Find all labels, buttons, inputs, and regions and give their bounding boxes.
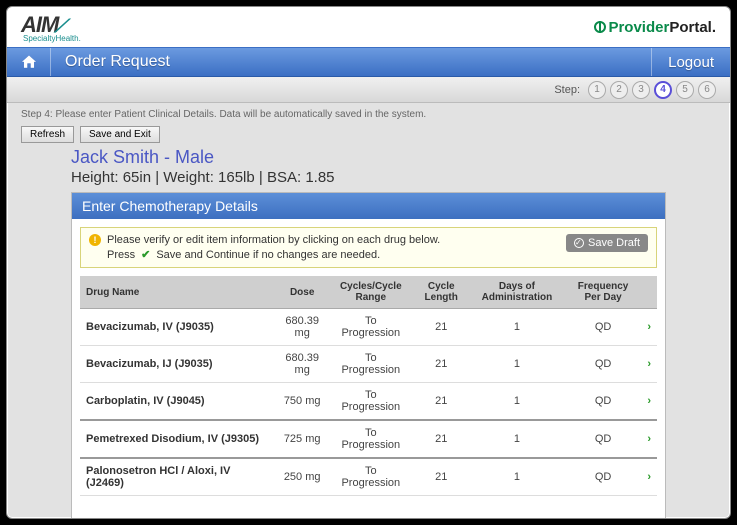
aim-logo-text: AIM	[21, 12, 58, 37]
step-indicator: Step: 123456	[7, 77, 730, 103]
cell-cycles: To Progression	[328, 346, 413, 383]
col-header: Days of Administration	[469, 276, 565, 309]
panel-title: Enter Chemotherapy Details	[72, 193, 665, 219]
col-header: Cycle Length	[413, 276, 469, 309]
patient-name: Jack Smith - Male	[71, 147, 716, 168]
cell-freq: QD	[565, 383, 641, 421]
patient-summary: Jack Smith - Male Height: 65in | Weight:…	[71, 147, 716, 186]
step-circle-2[interactable]: 2	[610, 81, 628, 99]
home-button[interactable]	[7, 48, 51, 76]
cell-dose: 750 mg	[276, 383, 328, 421]
table-row[interactable]: Carboplatin, IV (J9045)750 mgTo Progress…	[80, 383, 657, 421]
cell-len: 21	[413, 420, 469, 458]
expand-row-icon[interactable]: ›	[647, 433, 651, 445]
cell-freq: QD	[565, 309, 641, 346]
expand-row-icon[interactable]: ›	[647, 321, 651, 333]
instruction-text: Step 4: Please enter Patient Clinical De…	[21, 109, 716, 120]
logout-link[interactable]: Logout	[651, 48, 730, 76]
table-row[interactable]: Bevacizumab, IJ (J9035)680.39 mgTo Progr…	[80, 346, 657, 383]
cell-len: 21	[413, 383, 469, 421]
content-area: Step 4: Please enter Patient Clinical De…	[7, 103, 730, 519]
info-line-2-prefix: Press	[107, 249, 135, 261]
save-exit-button[interactable]: Save and Exit	[80, 126, 160, 143]
page-title: Order Request	[51, 53, 651, 71]
globe-icon	[594, 21, 606, 33]
expand-row-icon[interactable]: ›	[647, 358, 651, 370]
cell-name: Carboplatin, IV (J9045)	[80, 383, 276, 421]
cell-name: Bevacizumab, IJ (J9035)	[80, 346, 276, 383]
table-row[interactable]: Palonosetron HCl / Aloxi, IV (J2469)250 …	[80, 458, 657, 496]
cell-cycles: To Progression	[328, 383, 413, 421]
cell-days: 1	[469, 383, 565, 421]
cell-cycles: To Progression	[328, 420, 413, 458]
chemo-panel: Enter Chemotherapy Details ! Please veri…	[71, 192, 666, 519]
table-row[interactable]: Bevacizumab, IV (J9035)680.39 mgTo Progr…	[80, 309, 657, 346]
step-label: Step:	[554, 84, 580, 96]
save-draft-icon	[574, 238, 584, 248]
cell-dose: 250 mg	[276, 458, 328, 496]
aim-logo-sub: SpecialtyHealth.	[23, 34, 81, 43]
home-icon	[19, 53, 39, 71]
cell-freq: QD	[565, 420, 641, 458]
info-icon: !	[89, 234, 101, 246]
cell-dose: 680.39 mg	[276, 309, 328, 346]
cell-len: 21	[413, 458, 469, 496]
cell-days: 1	[469, 346, 565, 383]
table-header-row: Drug NameDoseCycles/Cycle RangeCycle Len…	[80, 276, 657, 309]
cell-days: 1	[469, 420, 565, 458]
cell-dose: 725 mg	[276, 420, 328, 458]
cell-days: 1	[469, 309, 565, 346]
cell-len: 21	[413, 346, 469, 383]
step-circle-3[interactable]: 3	[632, 81, 650, 99]
expand-row-icon[interactable]: ›	[647, 471, 651, 483]
cell-name: Palonosetron HCl / Aloxi, IV (J2469)	[80, 458, 276, 496]
cell-freq: QD	[565, 458, 641, 496]
app-window: AIM⟋ SpecialtyHealth. ProviderPortal. Or…	[6, 6, 731, 519]
cell-cycles: To Progression	[328, 309, 413, 346]
cell-dose: 680.39 mg	[276, 346, 328, 383]
info-banner: ! Please verify or edit item information…	[80, 227, 657, 268]
check-icon: ✔	[141, 248, 150, 261]
save-draft-button[interactable]: Save Draft	[566, 234, 648, 252]
aim-swoosh-icon: ⟋	[54, 16, 67, 36]
action-button-row: Refresh Save and Exit	[21, 126, 716, 143]
cell-cycles: To Progression	[328, 458, 413, 496]
cell-days: 1	[469, 458, 565, 496]
step-circle-1[interactable]: 1	[588, 81, 606, 99]
col-header	[641, 276, 657, 309]
nav-bar: Order Request Logout	[7, 47, 730, 77]
col-header: Drug Name	[80, 276, 276, 309]
top-bar: AIM⟋ SpecialtyHealth. ProviderPortal.	[7, 7, 730, 47]
drug-table: Drug NameDoseCycles/Cycle RangeCycle Len…	[80, 276, 657, 496]
table-row[interactable]: Pemetrexed Disodium, IV (J9305)725 mgTo …	[80, 420, 657, 458]
step-circle-6[interactable]: 6	[698, 81, 716, 99]
provider-portal-logo: ProviderPortal.	[594, 19, 716, 36]
step-circle-5[interactable]: 5	[676, 81, 694, 99]
col-header: Dose	[276, 276, 328, 309]
cell-freq: QD	[565, 346, 641, 383]
info-line-2-suffix: Save and Continue if no changes are need…	[156, 249, 380, 261]
cell-len: 21	[413, 309, 469, 346]
col-header: Frequency Per Day	[565, 276, 641, 309]
col-header: Cycles/Cycle Range	[328, 276, 413, 309]
cell-name: Bevacizumab, IV (J9035)	[80, 309, 276, 346]
expand-row-icon[interactable]: ›	[647, 395, 651, 407]
info-line-1: Please verify or edit item information b…	[107, 234, 440, 246]
aim-logo: AIM⟋ SpecialtyHealth.	[21, 12, 81, 43]
step-circle-4[interactable]: 4	[654, 81, 672, 99]
cell-name: Pemetrexed Disodium, IV (J9305)	[80, 420, 276, 458]
refresh-button[interactable]: Refresh	[21, 126, 74, 143]
patient-metrics: Height: 65in | Weight: 165lb | BSA: 1.85	[71, 169, 716, 186]
